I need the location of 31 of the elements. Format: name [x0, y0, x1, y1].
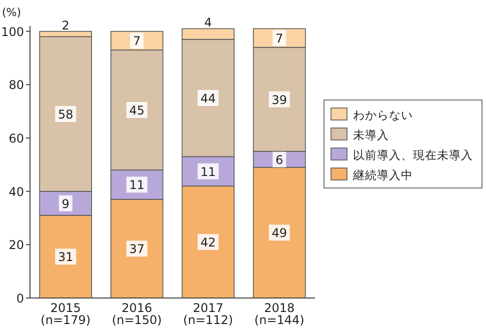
y-tick-label: 0 — [16, 292, 24, 306]
data-label: 4 — [204, 16, 212, 30]
x-tick-label: 2016 (n=150) — [112, 301, 162, 327]
data-label: 49 — [272, 226, 288, 240]
data-label: 2 — [62, 18, 70, 32]
legend-label: 以前導入、現在未導入 — [353, 148, 473, 162]
data-label: 44 — [200, 92, 216, 106]
data-label: 31 — [58, 250, 74, 264]
legend-label: 未導入 — [353, 128, 389, 142]
y-tick-label: 100 — [1, 24, 24, 39]
y-tick-label: 60 — [8, 132, 24, 146]
legend-label: わからない — [353, 108, 413, 122]
y-tick-label: 80 — [8, 78, 24, 92]
y-tick-label: 20 — [8, 238, 24, 252]
data-label: 42 — [200, 236, 216, 250]
data-label: 11 — [200, 164, 216, 179]
data-label: 9 — [62, 196, 70, 211]
x-tick-label: 2017 (n=112) — [183, 301, 234, 327]
data-label: 45 — [129, 104, 145, 118]
data-label: 37 — [129, 242, 145, 256]
legend-label: 継続導入中 — [352, 168, 413, 182]
data-label: 58 — [58, 108, 74, 122]
data-label: 11 — [129, 178, 145, 192]
y-axis-title: (%) — [2, 6, 22, 19]
data-label: 7 — [276, 32, 284, 46]
data-label: 39 — [272, 92, 288, 107]
data-label: 7 — [133, 34, 141, 48]
data-label: 6 — [276, 152, 284, 167]
y-tick-label: 40 — [8, 184, 24, 199]
x-tick-label: 2018 (n=144) — [254, 301, 304, 327]
x-tick-label: 2015 (n=179) — [40, 301, 91, 327]
